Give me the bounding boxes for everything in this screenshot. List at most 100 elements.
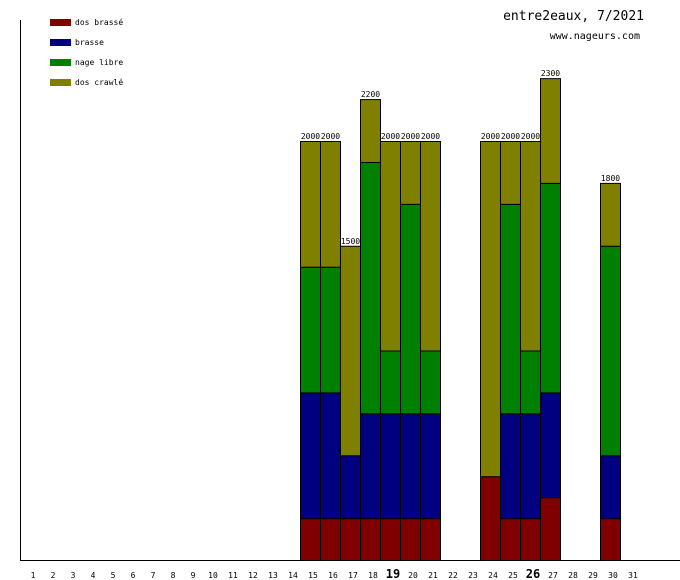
bar-segment-brasse xyxy=(320,392,341,520)
x-tick-label: 13 xyxy=(268,571,278,580)
bar-total-label: 2000 xyxy=(481,132,500,141)
x-tick-label: 8 xyxy=(171,571,176,580)
x-tick-label: 11 xyxy=(228,571,238,580)
bar-segment-dos-crawlé xyxy=(380,141,401,352)
x-tick-label: 24 xyxy=(488,571,498,580)
x-tick-label: 27 xyxy=(548,571,558,580)
x-tick-label: 20 xyxy=(408,571,418,580)
bar-segment-brasse xyxy=(300,392,321,520)
x-tick-label: 10 xyxy=(208,571,218,580)
x-tick-label: 6 xyxy=(131,571,136,580)
x-tick-label: 26 xyxy=(526,567,540,580)
x-tick-label: 17 xyxy=(348,571,358,580)
x-tick-label: 29 xyxy=(588,571,598,580)
bar-segment-brasse xyxy=(520,413,541,520)
x-tick-label: 16 xyxy=(328,571,338,580)
bar-total-label: 2000 xyxy=(301,132,320,141)
x-tick-label: 7 xyxy=(151,571,156,580)
legend-item: nage libre xyxy=(50,57,123,67)
legend-swatch xyxy=(50,78,71,86)
bar-segment-dos-brassé xyxy=(520,518,541,561)
bar-segment-nage-libre xyxy=(300,266,321,394)
x-tick-label: 5 xyxy=(111,571,116,580)
legend-item: brasse xyxy=(50,37,104,47)
bar-segment-dos-crawlé xyxy=(400,141,421,205)
bar-segment-dos-crawlé xyxy=(600,182,621,247)
bar-total-label: 1500 xyxy=(341,237,360,246)
bar-segment-dos-brassé xyxy=(360,518,381,561)
x-tick-label: 1 xyxy=(31,571,36,580)
x-tick-label: 21 xyxy=(428,571,438,580)
legend-swatch xyxy=(50,38,71,46)
bar-segment-dos-brassé xyxy=(480,476,501,562)
bar-total-label: 2000 xyxy=(381,132,400,141)
bar-segment-nage-libre xyxy=(500,203,521,415)
bar-segment-nage-libre xyxy=(600,245,621,457)
bar-segment-dos-brassé xyxy=(380,518,401,561)
bar-segment-nage-libre xyxy=(400,203,421,415)
bar-total-label: 1800 xyxy=(601,174,620,183)
bar-segment-dos-brassé xyxy=(400,518,421,561)
bar-total-label: 2000 xyxy=(521,132,540,141)
bar-segment-dos-brassé xyxy=(340,518,361,561)
x-tick-label: 25 xyxy=(508,571,518,580)
bar-total-label: 2000 xyxy=(321,132,340,141)
bar-segment-dos-brassé xyxy=(500,518,521,561)
bar-segment-brasse xyxy=(600,455,621,520)
bar-segment-nage-libre xyxy=(540,182,561,394)
bar-segment-dos-brassé xyxy=(300,518,321,561)
x-tick-label: 30 xyxy=(608,571,618,580)
bar-segment-brasse xyxy=(500,413,521,520)
legend-label: dos brassé xyxy=(75,17,124,27)
bar-segment-dos-crawlé xyxy=(480,141,501,478)
bar-segment-dos-brassé xyxy=(320,518,341,561)
bar-segment-brasse xyxy=(420,413,441,520)
bar-segment-nage-libre xyxy=(380,350,401,415)
bar-segment-dos-crawlé xyxy=(420,141,441,352)
bar-segment-dos-crawlé xyxy=(300,141,321,268)
legend-swatch xyxy=(50,18,71,26)
bar-total-label: 2000 xyxy=(501,132,520,141)
bar-segment-nage-libre xyxy=(520,350,541,415)
bar-segment-dos-crawlé xyxy=(520,141,541,352)
legend-label: dos crawlé xyxy=(75,77,124,87)
chart-title: entre2eaux, 7/2021 xyxy=(503,9,644,24)
bar-segment-dos-brassé xyxy=(600,518,621,561)
x-tick-label: 28 xyxy=(568,571,578,580)
legend-item: dos brassé xyxy=(50,17,123,27)
bar-segment-brasse xyxy=(360,413,381,520)
x-tick-label: 2 xyxy=(51,571,56,580)
bar-total-label: 2000 xyxy=(421,132,440,141)
x-tick-label: 18 xyxy=(368,571,378,580)
bar-total-label: 2200 xyxy=(361,90,380,99)
bar-segment-nage-libre xyxy=(360,161,381,415)
chart-subtitle: www.nageurs.com xyxy=(549,31,640,42)
legend-label: nage libre xyxy=(75,57,124,67)
legend-item: dos crawlé xyxy=(50,77,123,87)
bar-total-label: 2300 xyxy=(541,69,560,78)
x-tick-label: 22 xyxy=(448,571,458,580)
bar-segment-brasse xyxy=(540,392,561,499)
bar-total-label: 2000 xyxy=(401,132,420,141)
x-tick-label: 31 xyxy=(628,571,638,580)
legend-swatch xyxy=(50,58,71,66)
bar-segment-brasse xyxy=(400,413,421,520)
bar-segment-dos-brassé xyxy=(540,497,561,561)
bar-segment-dos-brassé xyxy=(420,518,441,561)
x-tick-label: 23 xyxy=(468,571,478,580)
bar-segment-nage-libre xyxy=(320,266,341,394)
x-tick-label: 9 xyxy=(191,571,196,580)
bar-segment-dos-crawlé xyxy=(500,141,521,205)
x-tick-label: 15 xyxy=(308,571,318,580)
legend-label: brasse xyxy=(75,37,104,47)
bar-segment-dos-crawlé xyxy=(540,78,561,184)
x-tick-label: 12 xyxy=(248,571,258,580)
x-tick-label: 14 xyxy=(288,571,298,580)
bar-segment-dos-crawlé xyxy=(320,141,341,268)
bar-segment-nage-libre xyxy=(420,350,441,415)
x-tick-label: 3 xyxy=(71,571,76,580)
x-tick-label: 4 xyxy=(91,571,96,580)
x-tick-label: 19 xyxy=(386,567,400,580)
bar-segment-brasse xyxy=(340,455,361,520)
